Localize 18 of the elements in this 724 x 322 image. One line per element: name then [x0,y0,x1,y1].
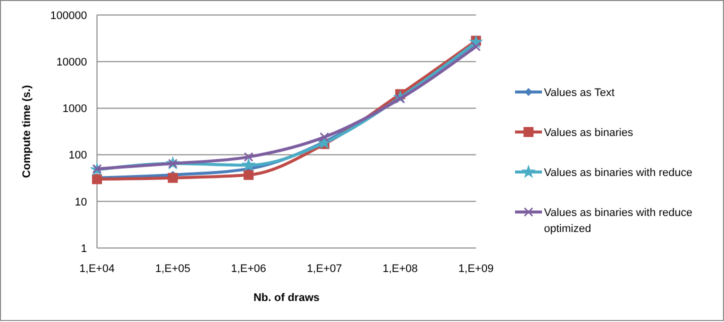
x-tick-label: 1,E+04 [79,263,115,275]
x-axis-title: Nb. of draws [253,292,320,304]
x-tick-label: 1,E+05 [155,263,190,275]
legend-label: Values as Text [544,86,615,99]
y-tick-label: 100000 [50,10,87,22]
y-tick-label: 1 [80,242,87,255]
legend-label: Values as binaries with reduce [544,166,692,179]
y-axis-title: Compute time (s.) [21,84,33,178]
x-tick-label: 1,E+08 [382,263,418,275]
y-tick-label: 1000 [62,103,87,116]
y-tick-label: 10000 [56,56,87,68]
x-tick-label: 1,E+07 [306,263,342,275]
x-tick-label: 1,E+09 [458,263,494,275]
y-tick-label: 100 [68,150,87,162]
legend-label: Values as binaries [544,126,634,139]
y-tick-label: 10 [74,196,87,208]
legend-label: Values as binaries with reduce optimized [544,206,692,235]
x-tick-label: 1,E+06 [231,263,266,275]
